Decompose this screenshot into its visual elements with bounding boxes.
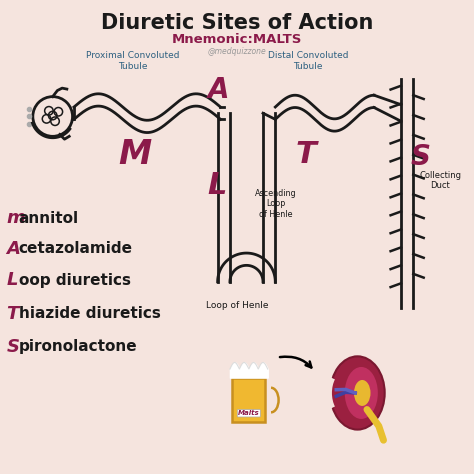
Text: Collecting
Duct: Collecting Duct <box>419 171 461 190</box>
Text: Loop of Henle: Loop of Henle <box>206 301 268 310</box>
Text: Diuretic Sites of Action: Diuretic Sites of Action <box>101 12 373 33</box>
Text: Distal Convoluted
Tubule: Distal Convoluted Tubule <box>268 52 348 71</box>
Ellipse shape <box>354 380 371 406</box>
Ellipse shape <box>345 367 378 419</box>
Text: M: M <box>119 138 152 171</box>
Text: L: L <box>208 171 227 200</box>
Text: S: S <box>410 143 430 171</box>
Text: @medquizzone: @medquizzone <box>208 47 266 56</box>
Text: L: L <box>6 272 18 290</box>
Text: A: A <box>208 76 230 104</box>
Text: m: m <box>6 209 25 227</box>
Text: T: T <box>295 140 316 169</box>
Text: annitol: annitol <box>18 210 79 226</box>
Ellipse shape <box>330 356 385 429</box>
Text: pironolactone: pironolactone <box>18 339 137 354</box>
Text: Mnemonic:MALTS: Mnemonic:MALTS <box>172 33 302 46</box>
Text: oop diuretics: oop diuretics <box>18 273 131 288</box>
Text: cetazolamide: cetazolamide <box>18 241 133 256</box>
Text: Ascending
Loop
of Henle: Ascending Loop of Henle <box>255 189 297 219</box>
Text: T: T <box>6 305 18 323</box>
Text: Proximal Convoluted
Tubule: Proximal Convoluted Tubule <box>86 52 180 71</box>
Text: hiazide diuretics: hiazide diuretics <box>18 306 161 321</box>
FancyBboxPatch shape <box>232 378 265 422</box>
Text: Malts: Malts <box>238 410 260 416</box>
Text: S: S <box>6 337 19 356</box>
Text: A: A <box>6 240 20 258</box>
